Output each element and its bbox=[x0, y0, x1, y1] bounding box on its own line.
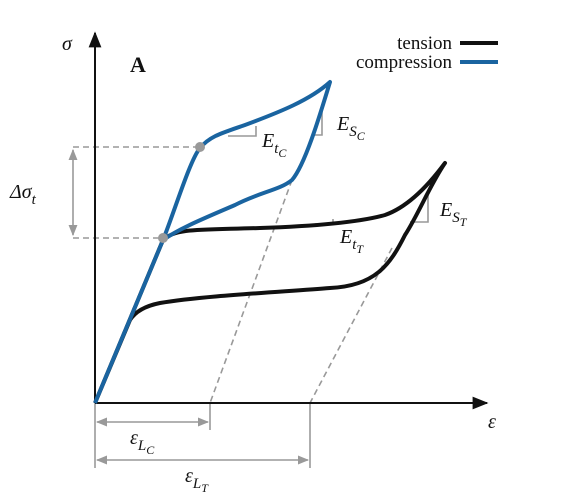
annotation: EST bbox=[439, 199, 468, 229]
annotation: ESC bbox=[336, 113, 366, 143]
annotation-part: E bbox=[336, 113, 349, 135]
annotation-part: E bbox=[261, 130, 274, 152]
annotation-part: T bbox=[460, 215, 468, 229]
annotation-part: ε bbox=[130, 427, 138, 449]
annotation-part: C bbox=[278, 146, 287, 160]
x-axis-label: ε bbox=[488, 411, 496, 433]
annotation: Δσt bbox=[9, 181, 37, 208]
annotation-part: t bbox=[274, 141, 279, 157]
tension-curve bbox=[93, 161, 447, 404]
guides bbox=[73, 146, 393, 404]
annotation: εLC bbox=[130, 427, 155, 457]
legend-label: compression bbox=[356, 52, 453, 73]
annotation-part: C bbox=[357, 129, 366, 143]
annotation-part: E bbox=[439, 199, 452, 221]
annotation-part: t bbox=[32, 192, 37, 208]
annotation-part: S bbox=[452, 210, 460, 226]
annotation-part: t bbox=[352, 237, 357, 253]
dimensions bbox=[68, 105, 429, 468]
annotation: εLT bbox=[185, 465, 209, 495]
marker bbox=[195, 142, 205, 152]
annotation-part: T bbox=[356, 242, 364, 256]
annotation-part: ε bbox=[185, 465, 193, 487]
axes bbox=[88, 31, 489, 410]
annotation-part: L bbox=[137, 438, 146, 454]
compression-curve bbox=[93, 80, 332, 404]
annotation-part: C bbox=[146, 443, 155, 457]
annotation: EtT bbox=[339, 226, 364, 256]
legend-label: tension bbox=[397, 33, 452, 54]
marker bbox=[158, 233, 168, 243]
annotation-part: S bbox=[349, 124, 357, 140]
panel-label: A bbox=[130, 52, 146, 77]
annotation-part: Δσ bbox=[9, 181, 33, 203]
annotation: EtC bbox=[261, 130, 287, 160]
annotation-part: E bbox=[339, 226, 352, 248]
y-axis-label: σ bbox=[62, 33, 73, 55]
annotation-part: L bbox=[192, 476, 201, 492]
annotation-part: T bbox=[201, 481, 209, 495]
